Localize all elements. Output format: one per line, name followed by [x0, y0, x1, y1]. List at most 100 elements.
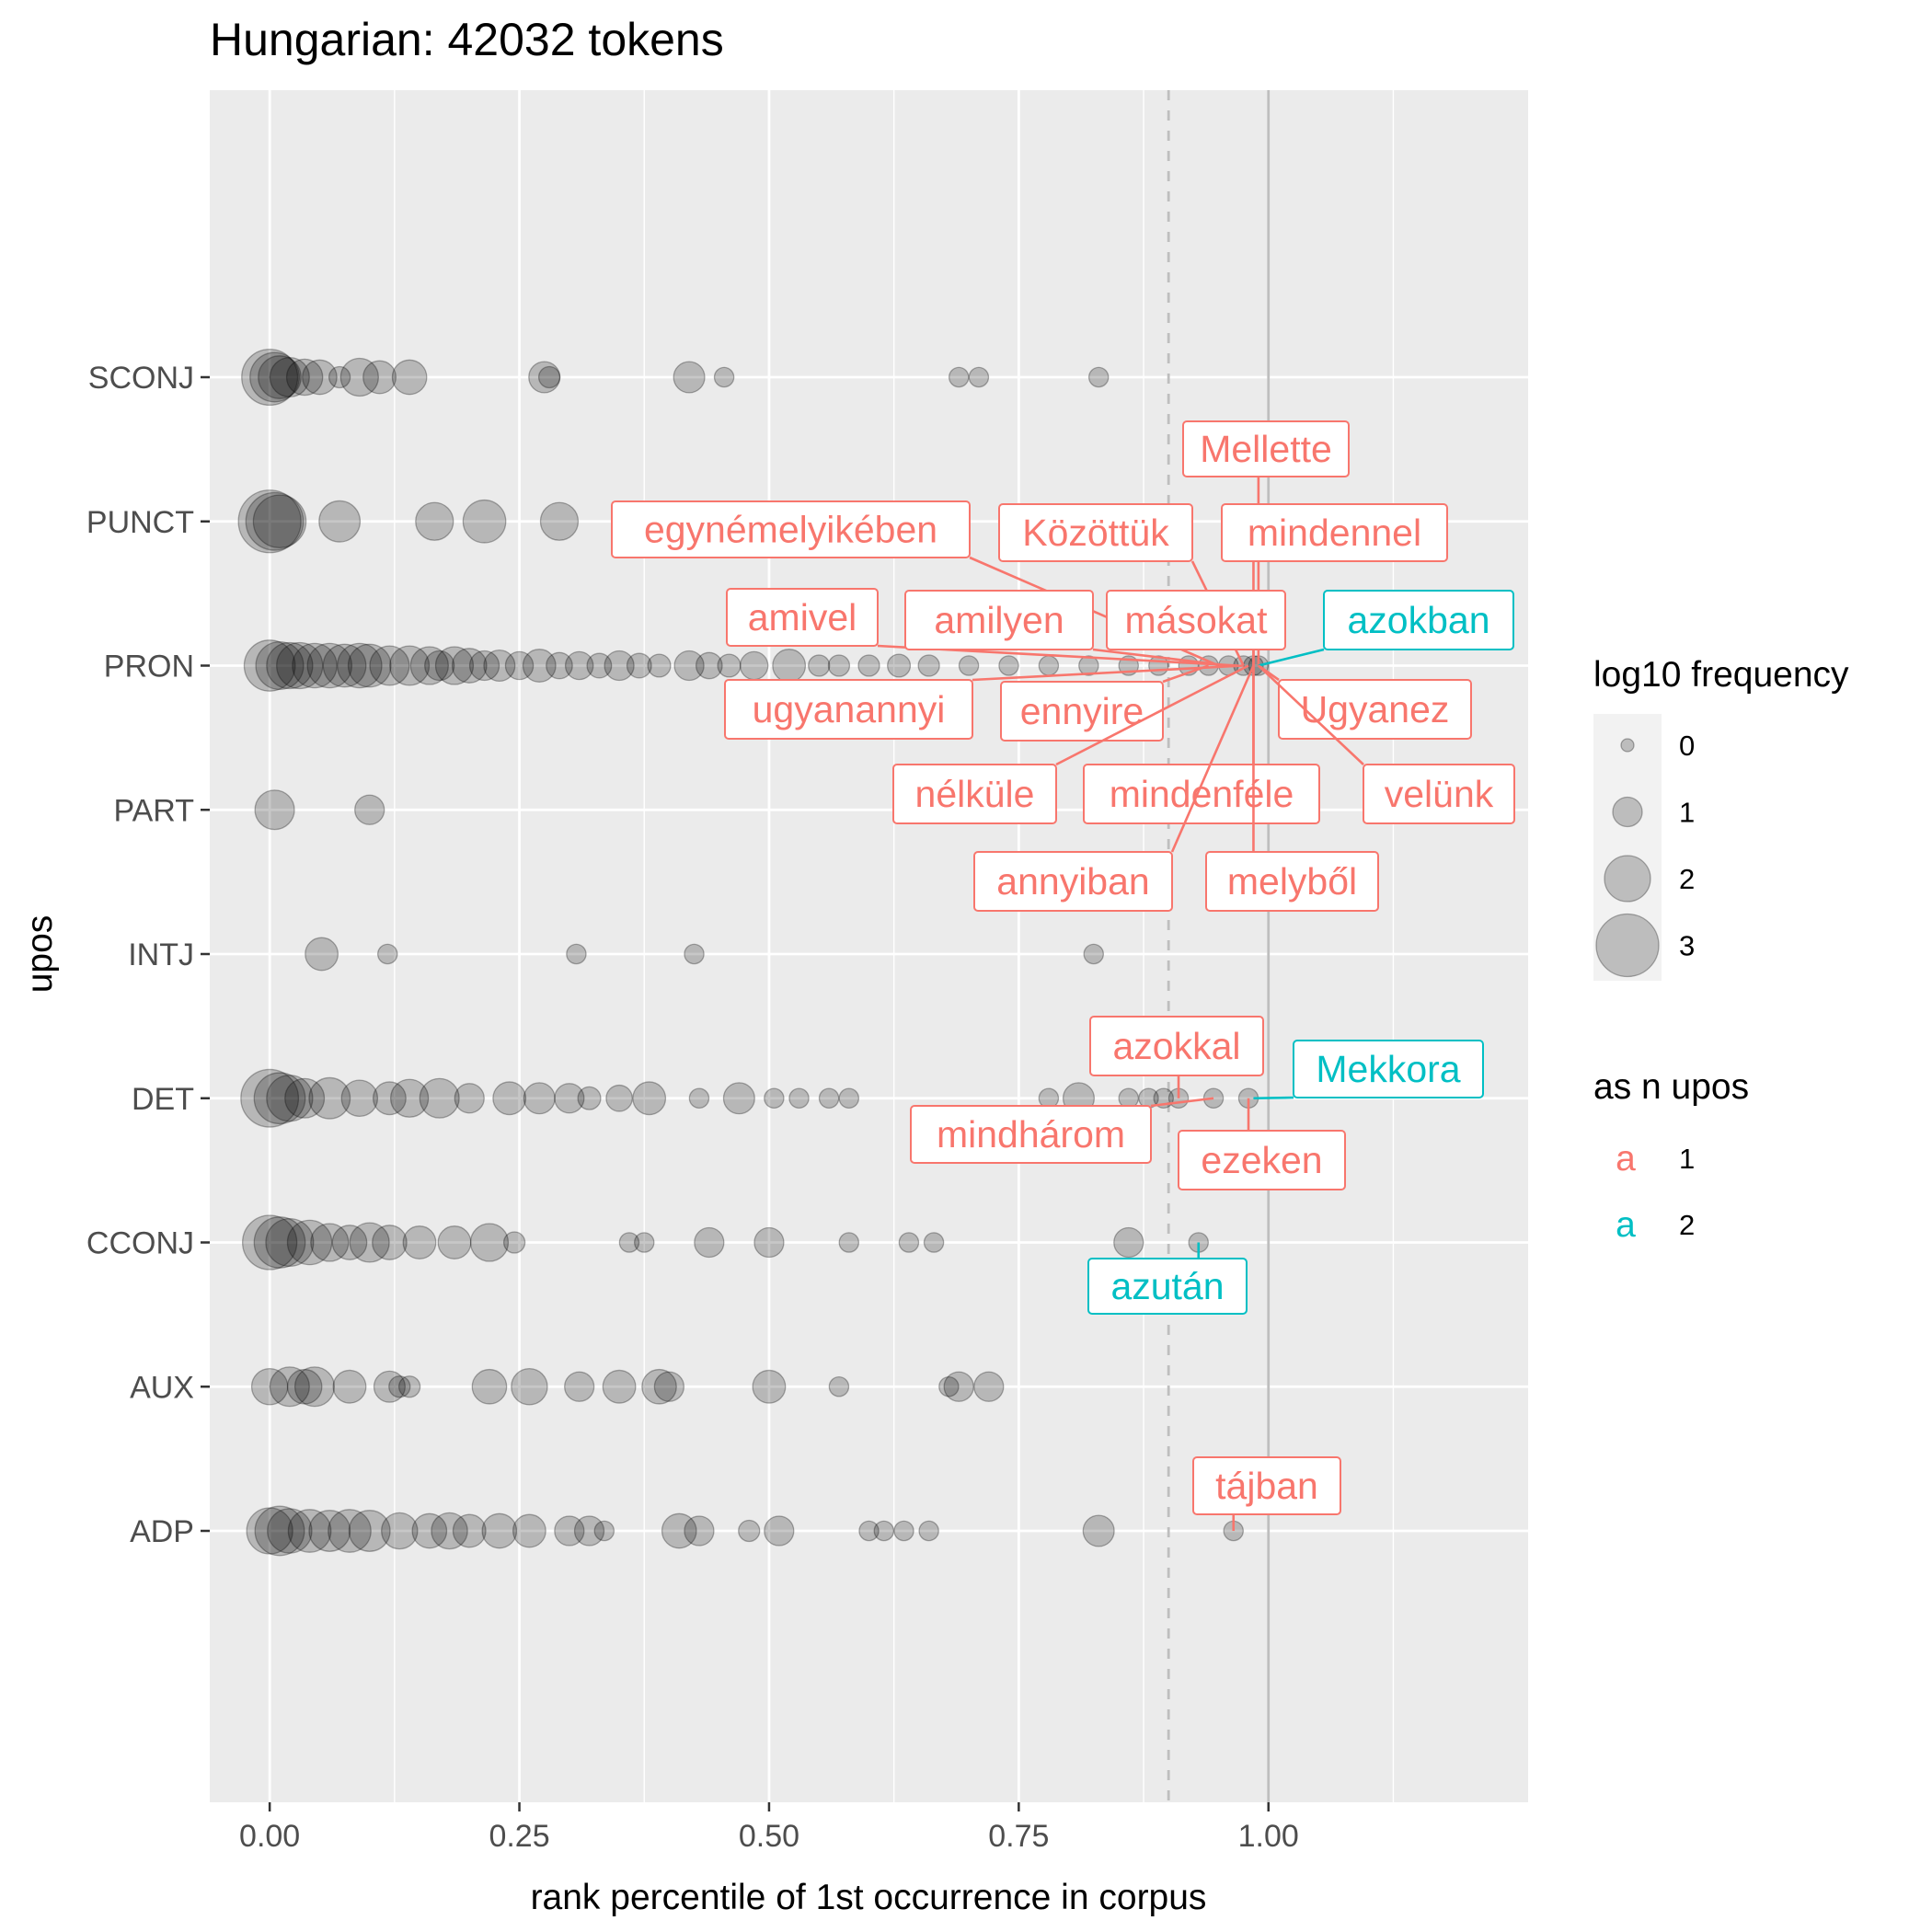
point-sconj: [528, 361, 561, 394]
point-det: [788, 1087, 810, 1110]
point-pron: [451, 648, 488, 684]
annotation-connector: [1258, 648, 1325, 667]
point-punct: [539, 501, 580, 541]
annotation-box: [1087, 1258, 1248, 1315]
annotation-mindenf-le: mindenféle: [1083, 665, 1320, 824]
point-cconj: [838, 1232, 860, 1253]
annotation-egyn-melyik-ben: egynémelyikében: [611, 500, 1219, 667]
y-axis: ADP AUX CCONJ DET INTJ PART PRON PUNCT SCONJ: [86, 361, 210, 1549]
annotation-label: ezeken: [1201, 1139, 1322, 1181]
point-adp: [381, 1512, 419, 1550]
size-legend-label-1: 1: [1679, 797, 1695, 829]
point-det: [340, 1079, 379, 1118]
color-legend-key: a: [1616, 1205, 1636, 1245]
annotation-label: mindhárom: [937, 1113, 1125, 1156]
point-pron: [857, 654, 880, 677]
annotation-n-lk-le: nélküle: [892, 664, 1249, 824]
annotation-box: [892, 764, 1057, 824]
point-pron: [409, 646, 449, 685]
point-adp: [308, 1510, 351, 1552]
point-cconj: [469, 1223, 510, 1262]
annotation-ugyanannyi: ugyanannyi: [724, 664, 1244, 740]
x-tick-label-0-50: 0.50: [739, 1819, 799, 1854]
point-pron: [717, 653, 742, 678]
point-adp: [348, 1510, 391, 1552]
annotation-box: [1089, 1016, 1264, 1076]
point-part: [354, 794, 385, 825]
point-pron: [695, 651, 723, 680]
point-pron: [483, 649, 516, 683]
annotation-label: velünk: [1385, 773, 1494, 815]
point-adp: [858, 1520, 880, 1542]
x-tick-label-0-00: 0.00: [239, 1819, 300, 1854]
point-sconj: [302, 359, 338, 396]
point-intj: [566, 943, 587, 965]
point-aux: [286, 1368, 323, 1405]
point-adp: [411, 1512, 448, 1549]
annotation-vel-nk: velünk: [1257, 664, 1515, 824]
point-aux: [397, 1375, 421, 1398]
point-pron: [958, 655, 980, 676]
point-aux: [471, 1368, 508, 1405]
y-tick-label-cconj: CCONJ: [86, 1226, 194, 1261]
point-cconj: [437, 1225, 472, 1259]
size-legend-key: [1612, 796, 1643, 828]
point-aux: [250, 1368, 289, 1406]
annotation-melyb-l: melyből: [1205, 665, 1379, 912]
point-pron: [739, 650, 769, 681]
point-intj: [684, 943, 705, 965]
annotation-ennyire: ennyire: [1000, 664, 1210, 742]
point-pron: [468, 650, 500, 682]
point-pron: [827, 654, 851, 677]
annotation-t-jban: tájban: [1192, 1456, 1341, 1531]
point-pron: [292, 642, 338, 689]
annotation-box: [1293, 1040, 1484, 1098]
point-det: [577, 1086, 602, 1110]
point-aux: [269, 1366, 310, 1408]
point-adp: [267, 1508, 313, 1554]
annotation-label: annyiban: [996, 860, 1149, 903]
point-intj: [1083, 943, 1105, 965]
annotation-box: [726, 588, 879, 647]
annotation-label: Mellette: [1200, 428, 1332, 470]
x-tick-label-0-75: 0.75: [988, 1819, 1049, 1854]
point-cconj: [265, 1217, 315, 1268]
point-det: [554, 1083, 585, 1114]
plot-panel: [210, 90, 1528, 1802]
annotation-box: [973, 851, 1173, 912]
point-det: [605, 1084, 633, 1112]
point-adp: [287, 1509, 332, 1553]
point-adp: [328, 1509, 372, 1553]
point-sconj: [328, 365, 351, 389]
point-det: [266, 1075, 314, 1122]
annotation-k-z-tt-k: Közöttük: [998, 503, 1245, 667]
point-pron: [389, 645, 431, 686]
point-sconj: [269, 356, 310, 398]
point-aux: [373, 1370, 406, 1403]
point-sconj: [391, 359, 428, 396]
x-tick-label-0-25: 0.25: [489, 1819, 549, 1854]
annotation-label: egynémelyikében: [644, 509, 937, 551]
annotation-box: [1363, 764, 1515, 824]
reference-lines: [1167, 90, 1271, 1802]
minor-gridlines: [394, 90, 1395, 1802]
point-adp: [873, 1520, 895, 1542]
point-det: [372, 1081, 407, 1116]
point-adp: [738, 1519, 761, 1543]
point-pron: [604, 650, 635, 682]
point-pron: [306, 642, 353, 689]
point-sconj: [537, 365, 561, 389]
point-cconj: [753, 1226, 785, 1259]
size-legend-label-2: 2: [1679, 863, 1695, 895]
annotation-mindennel: mindennel: [1221, 503, 1448, 666]
annotation-connector: [1055, 664, 1249, 766]
point-punct: [237, 489, 302, 554]
point-det: [492, 1081, 527, 1116]
annotation-connector: [1257, 664, 1364, 765]
point-det: [454, 1083, 485, 1114]
point-adp: [684, 1515, 715, 1547]
point-pron: [1078, 655, 1099, 676]
point-adp: [893, 1520, 914, 1542]
point-punct: [245, 491, 305, 551]
